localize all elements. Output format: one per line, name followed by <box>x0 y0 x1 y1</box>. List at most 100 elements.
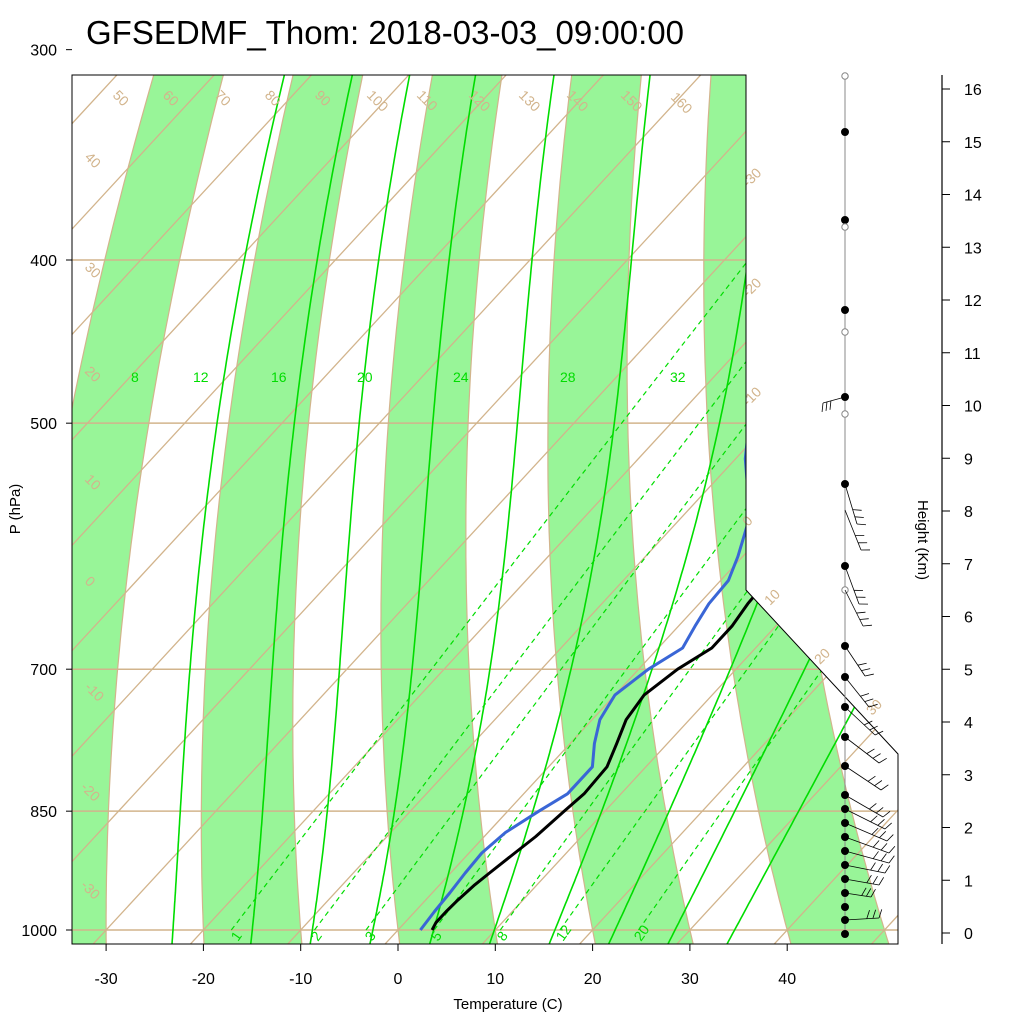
moist-adiabat-label: 12 <box>193 369 209 385</box>
temperature-tick-label: 0 <box>394 971 403 988</box>
height-tick-label: 15 <box>964 135 982 152</box>
moist-adiabat-line <box>305 75 460 944</box>
wind-barb <box>844 645 866 677</box>
moist-adiabat-line <box>169 75 345 944</box>
wind-profile <box>821 72 896 938</box>
temperature-tick-label: -10 <box>289 971 312 988</box>
wind-barb <box>844 794 884 818</box>
isotherm-line <box>72 75 898 944</box>
dry-adiabat-line <box>547 75 773 944</box>
wind-barb-feather <box>888 845 896 854</box>
dry-adiabat-band <box>850 75 898 944</box>
wind-barb <box>844 483 858 525</box>
pressure-tick-label: 400 <box>30 253 57 270</box>
theta-label: 50 <box>110 87 132 109</box>
wind-level-marker <box>841 216 849 224</box>
isotherm-line <box>72 75 898 944</box>
isotherm-line <box>851 75 898 944</box>
wind-barb-feather <box>868 703 878 708</box>
wind-level-marker-open <box>841 410 849 418</box>
pressure-tick-label: 1000 <box>21 923 57 940</box>
wind-barb <box>822 396 846 404</box>
pressure-tick-label: 500 <box>30 416 57 433</box>
wind-barb-feather <box>875 807 884 814</box>
height-tick-label: 3 <box>964 768 973 785</box>
dry-adiabat-line <box>200 75 571 944</box>
wind-level-marker-open <box>841 72 849 80</box>
height-tick-label: 16 <box>964 82 982 99</box>
dry-adiabat-line <box>465 75 722 944</box>
moist-adiabat-line <box>247 75 407 944</box>
height-tick-label: 12 <box>964 293 982 310</box>
temperature-tick-label: 30 <box>681 971 699 988</box>
wind-barb-feather <box>861 668 871 671</box>
wind-barb <box>844 808 886 830</box>
dry-adiabat-band <box>703 75 898 944</box>
dry-adiabat-band <box>201 75 627 944</box>
wind-barb-feather <box>878 909 883 919</box>
wind-barb-feather <box>882 811 891 818</box>
wind-barb <box>844 676 870 708</box>
wind-barb-feather <box>869 803 877 810</box>
wind-barb-feather <box>877 863 883 872</box>
pressure-tick-label: 300 <box>30 43 57 60</box>
height-tick-label: 5 <box>964 662 973 679</box>
moist-adiabat-label: 20 <box>357 369 373 385</box>
isotherm-line <box>72 75 898 944</box>
dry-adiabat-line <box>626 75 823 944</box>
wind-barb <box>844 509 862 551</box>
wind-barb-feather <box>857 662 867 666</box>
height-tick-label: 7 <box>964 557 973 574</box>
wind-barb-feather <box>880 784 889 791</box>
mixing-ratio-line <box>559 259 898 931</box>
theta-label: 100 <box>364 87 392 115</box>
wind-barb-feather <box>864 698 874 702</box>
wind-barb-feather <box>866 910 870 919</box>
wind-barb <box>844 706 876 736</box>
wind-barb-feather <box>872 753 881 759</box>
wind-barb <box>844 864 886 874</box>
temperature-axis: -30 -20 -10 0 10 20 30 40 <box>95 944 796 988</box>
sounding-traces <box>419 75 898 931</box>
wind-barb-feather <box>872 840 880 848</box>
wind-barb <box>844 589 864 627</box>
wind-barb <box>844 565 860 605</box>
plot-frame <box>71 74 899 945</box>
isotherm-lines <box>72 75 898 944</box>
moist-adiabat-label: 8 <box>131 369 139 385</box>
wind-level-marker <box>841 128 849 136</box>
wind-barb-feather <box>879 831 887 839</box>
wind-barb-feather <box>866 748 875 754</box>
height-tick-label: 4 <box>964 715 973 732</box>
pressure-axis: 1000850700500400300250200150100 <box>21 43 72 940</box>
theta-label: 40 <box>82 149 104 171</box>
wind-barb-feather <box>870 889 876 898</box>
dry-adiabat-band <box>380 75 727 944</box>
height-tick-label: 8 <box>964 504 973 521</box>
x-axis-label: Temperature (C) <box>453 996 562 1013</box>
wind-barb-feather <box>878 757 887 764</box>
wind-barb-feather <box>871 827 879 835</box>
moist-adiabat-line <box>422 75 593 944</box>
wind-barb-feather <box>872 876 878 885</box>
dry-adiabat-band <box>547 75 827 944</box>
wind-barb-feather <box>856 611 866 614</box>
isotherm-line <box>267 75 898 944</box>
temperature-tick-label: 20 <box>584 971 602 988</box>
wind-level-marker-open <box>841 328 849 336</box>
wind-barb-feather <box>888 855 895 864</box>
wind-barb-feather <box>880 843 888 851</box>
pressure-tick-label: 700 <box>30 662 57 679</box>
mixing-ratio-label: 12 <box>552 922 574 944</box>
wind-barb <box>844 850 890 864</box>
isotherm-line <box>72 75 898 944</box>
dry-adiabat-line <box>105 75 521 944</box>
wind-level-marker <box>841 930 849 938</box>
height-tick-label: 0 <box>964 926 973 943</box>
wind-barb-feather <box>870 862 876 871</box>
height-tick-label: 2 <box>964 821 973 838</box>
wind-barb-feather <box>864 720 873 726</box>
dry-adiabat-line <box>380 75 672 944</box>
